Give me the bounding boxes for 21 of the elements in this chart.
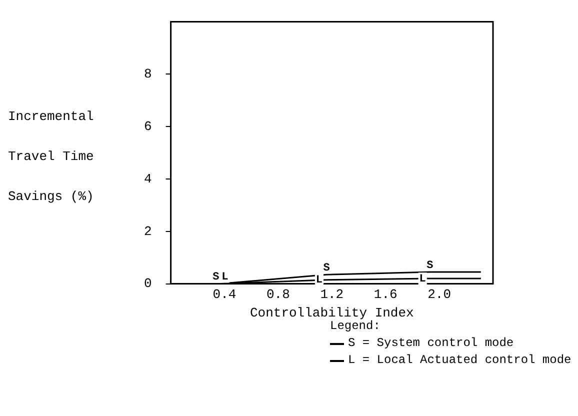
text: Incremental Travel Time Savings (%) bbox=[8, 109, 94, 204]
annotation: S bbox=[212, 272, 220, 284]
y-tick-label: 6 bbox=[144, 119, 152, 134]
x-tick-label: 2.0 bbox=[428, 287, 452, 302]
x-axis-title: Controllability Index bbox=[250, 306, 414, 321]
x-tick-label: 0.4 bbox=[212, 287, 236, 302]
legend-label: L = Local Actuated control mode bbox=[348, 352, 572, 369]
x-tick-label: 0.8 bbox=[266, 287, 290, 302]
x-tick-label: 1.6 bbox=[374, 287, 398, 302]
y-tick-label: 8 bbox=[144, 66, 152, 82]
annotation: L bbox=[419, 273, 426, 286]
annotation: L bbox=[222, 272, 229, 284]
annotation: L bbox=[316, 274, 323, 287]
legend-label: S = System control mode bbox=[348, 335, 514, 352]
y-tick-label: 0 bbox=[144, 276, 152, 292]
x-tick-label: 1.2 bbox=[320, 287, 344, 302]
y-tick-label: 2 bbox=[144, 224, 152, 239]
annotation: S bbox=[323, 262, 330, 274]
annotation: S bbox=[426, 260, 434, 272]
y-tick-label: 4 bbox=[144, 171, 152, 186]
legend-title: Legend: bbox=[330, 319, 382, 335]
